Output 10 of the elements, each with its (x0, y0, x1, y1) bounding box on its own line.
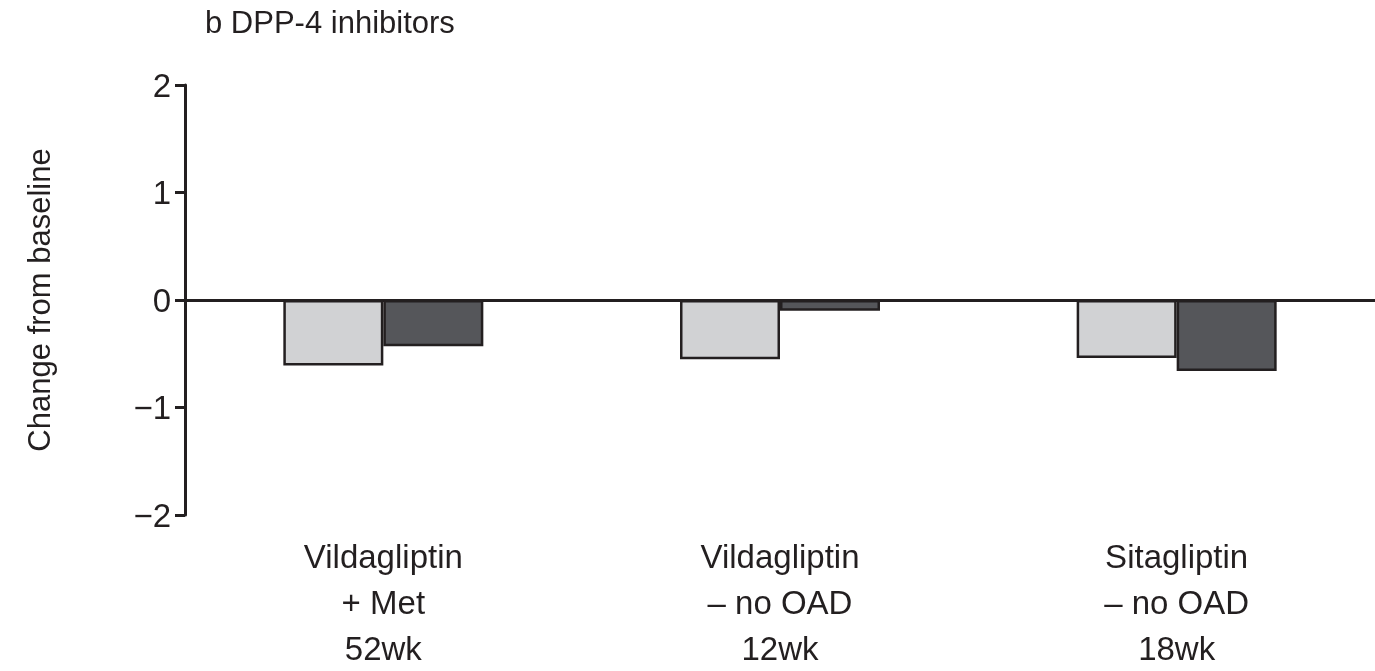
y-tick-label: 0 (152, 281, 171, 319)
y-axis-title: Change from baseline (22, 148, 57, 452)
x-tick-label: Sitagliptin – no OAD 18wk (1104, 537, 1250, 667)
x-tick-label: Vildagliptin – no OAD 12wk (700, 537, 860, 667)
chart-title: b DPP-4 inhibitors (205, 5, 455, 40)
x-tick-label: Vildagliptin + Met 52wk (303, 537, 463, 667)
y-tick-label: 2 (152, 66, 171, 104)
y-tick-label: −2 (133, 496, 171, 534)
y-tick-label: −1 (133, 389, 171, 426)
y-tick-label: 1 (152, 174, 171, 211)
